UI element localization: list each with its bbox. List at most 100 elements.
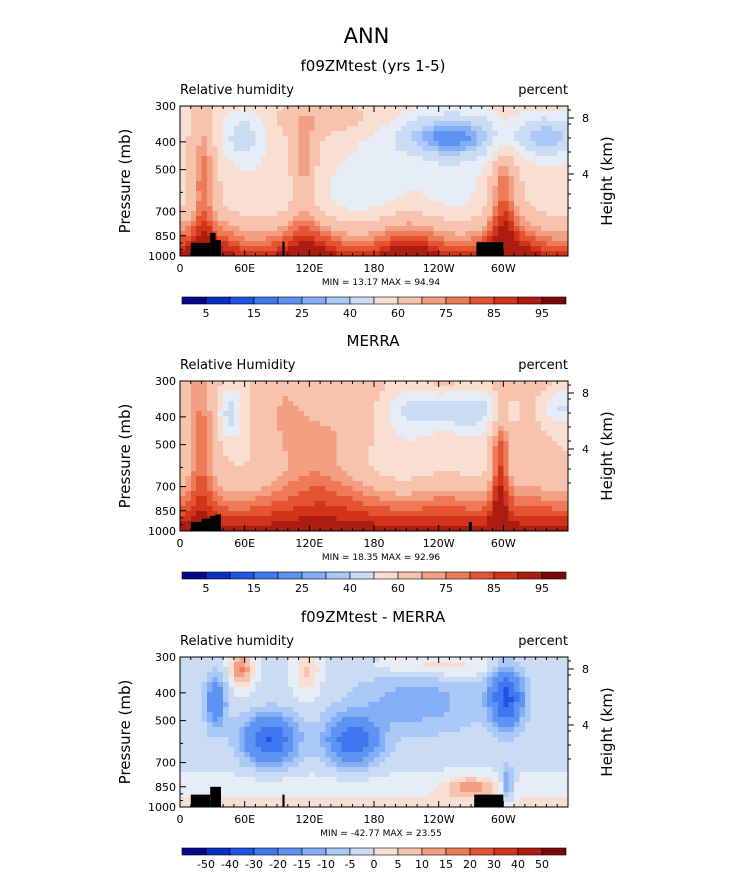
y-tick-label: 300 (155, 375, 176, 388)
y-tick-label: 500 (155, 164, 176, 177)
colorbar-swatch (325, 296, 351, 305)
min-max-readout: MIN = -42.77 MAX = 23.55 (320, 829, 441, 839)
y-axis-title-right: Height (km) (598, 136, 616, 225)
heatmap-field (180, 381, 569, 532)
colorbar-swatch (445, 847, 471, 856)
y-tick-label: 400 (155, 136, 176, 149)
colorbar-swatch (301, 571, 327, 580)
x-tick-label: 120E (295, 537, 323, 550)
x-tick-label: 0 (177, 262, 184, 275)
chart-title: MERRA (347, 332, 401, 350)
colorbar-swatch (517, 571, 543, 580)
colorbar-label: 95 (535, 307, 549, 320)
height-tick-label: 4 (582, 443, 589, 456)
colorbar-label: -10 (317, 858, 335, 871)
y-tick-label: 500 (155, 715, 176, 728)
colorbar-swatch (325, 571, 351, 580)
colorbar-swatch (277, 296, 303, 305)
x-tick-label: 60W (491, 813, 516, 826)
y-tick-label: 400 (155, 687, 176, 700)
colorbar-label: -20 (269, 858, 287, 871)
colorbar-label: 25 (295, 307, 309, 320)
terrain-mask (190, 522, 202, 531)
x-tick-label: 120E (295, 813, 323, 826)
y-axis-title: Pressure (mb) (116, 680, 134, 785)
x-tick-label: 60W (491, 537, 516, 550)
chart-panel-3: f09ZMtest - MERRA Relative humidity percen… (116, 608, 616, 871)
colorbar-swatch (469, 296, 495, 305)
terrain-mask (190, 242, 211, 256)
chart-title: f09ZMtest - MERRA (301, 608, 446, 626)
colorbar-label: 15 (247, 582, 261, 595)
terrain-mask (474, 794, 504, 807)
x-tick-label: 120W (423, 262, 455, 275)
colorbar-swatch (301, 847, 327, 856)
height-tick-label: 8 (582, 112, 589, 125)
colorbar-swatch (469, 847, 495, 856)
colorbar-swatch (397, 296, 423, 305)
colorbar-label: 60 (391, 307, 405, 320)
x-tick-label: 120W (423, 813, 455, 826)
y-tick-label: 700 (155, 206, 176, 219)
y-tick-label: 850 (155, 505, 176, 518)
terrain-mask (190, 794, 211, 807)
colorbar-label: 15 (439, 858, 453, 871)
colorbar-swatch (421, 847, 447, 856)
colorbar-label: 5 (395, 858, 402, 871)
colorbar-swatch (277, 847, 303, 856)
colorbar-swatch (205, 847, 231, 856)
heatmap-field (180, 657, 569, 808)
colorbar-swatch (229, 847, 255, 856)
colorbar-label: 50 (535, 858, 549, 871)
x-tick-label: 0 (177, 813, 184, 826)
colorbar-swatch (493, 296, 519, 305)
colorbar-swatch (373, 847, 399, 856)
colorbar-swatch (541, 296, 567, 305)
field-label: Relative Humidity (180, 358, 296, 373)
colorbar-swatch (301, 296, 327, 305)
y-tick-label: 850 (155, 781, 176, 794)
min-max-readout: MIN = 13.17 MAX = 94.94 (322, 278, 440, 288)
units-label: percent (518, 83, 568, 98)
terrain-mask (201, 518, 211, 531)
colorbar-swatch (541, 847, 567, 856)
colorbar-swatch (205, 296, 231, 305)
colorbar-label: 5 (203, 582, 210, 595)
colorbar-swatch (181, 296, 207, 305)
colorbar-label: 0 (371, 858, 378, 871)
colorbar-swatch (205, 571, 231, 580)
height-tick-label: 8 (582, 387, 589, 400)
field-label: Relative humidity (180, 83, 294, 98)
colorbar-swatch (253, 571, 279, 580)
height-tick-label: 4 (582, 168, 589, 181)
y-axis-title-right: Height (km) (598, 411, 616, 500)
terrain-mask (215, 514, 221, 531)
colorbar-label: 30 (487, 858, 501, 871)
y-tick-label: 400 (155, 411, 176, 424)
x-tick-label: 60E (234, 262, 255, 275)
terrain-mask (210, 786, 221, 807)
terrain-mask (210, 515, 216, 531)
colorbar-swatch (397, 571, 423, 580)
chart-title: f09ZMtest (yrs 1-5) (301, 57, 446, 75)
terrain-mask (210, 232, 216, 256)
heatmap-field (180, 106, 569, 257)
colorbar-label: 75 (439, 307, 453, 320)
colorbar-label: 10 (415, 858, 429, 871)
colorbar-swatch (421, 296, 447, 305)
y-tick-label: 1000 (148, 801, 176, 814)
colorbar-label: 40 (511, 858, 525, 871)
colorbar-label: 25 (295, 582, 309, 595)
colorbar-label: 40 (343, 307, 357, 320)
units-label: percent (518, 358, 568, 373)
page-title: ANN (344, 24, 390, 48)
colorbar: -50 -40 -30 -20 -15 -10 -5 0 5 10 15 20 30 40 50 (181, 847, 567, 871)
colorbar-swatch (373, 571, 399, 580)
terrain-mask (282, 794, 285, 807)
height-tick-label: 4 (582, 719, 589, 732)
colorbar: 5 15 25 40 60 75 85 95 (181, 571, 567, 595)
colorbar-swatch (277, 571, 303, 580)
x-tick-label: 60E (234, 813, 255, 826)
